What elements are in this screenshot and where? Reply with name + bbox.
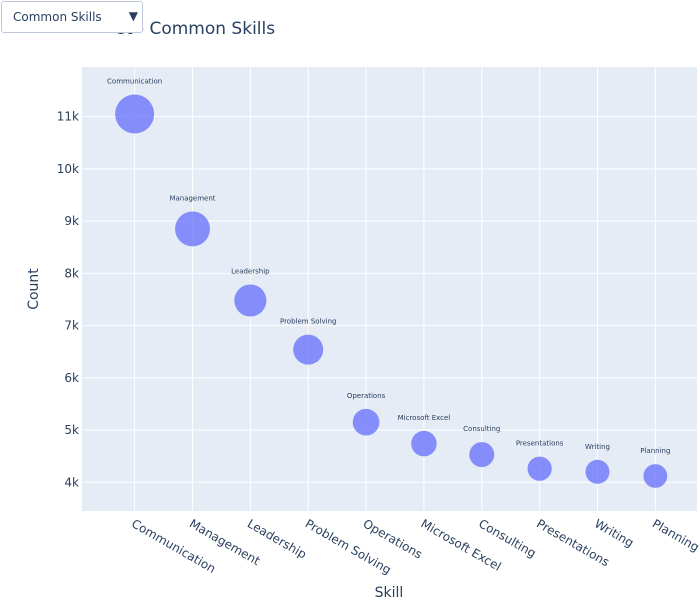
y-tick-label: 4k — [64, 475, 79, 489]
data-marker — [352, 408, 380, 436]
data-marker — [585, 459, 610, 484]
dropdown-selected-label: Common Skills — [13, 10, 102, 24]
view-dropdown[interactable]: Common Skills ▼ — [1, 1, 143, 33]
x-tick-label: Planning — [650, 516, 700, 554]
data-label: Consulting — [463, 425, 500, 433]
data-marker — [527, 456, 552, 481]
data-marker — [469, 442, 495, 468]
y-axis-title: Count — [26, 268, 42, 310]
data-marker — [293, 334, 324, 365]
y-tick-label: 7k — [64, 319, 79, 333]
data-label: Problem Solving — [280, 318, 336, 326]
data-label: Operations — [347, 392, 386, 400]
data-label: Planning — [640, 447, 670, 455]
data-label: Presentations — [516, 440, 564, 448]
data-label: Communication — [107, 78, 162, 86]
chart-title: st - Common Skills — [117, 19, 275, 39]
data-markers — [115, 94, 668, 488]
y-tick-label: 9k — [64, 214, 79, 228]
y-tick-label: 6k — [64, 371, 79, 385]
y-tick-label: 8k — [64, 266, 79, 280]
data-label: Management — [169, 194, 215, 202]
triangle-down-icon: ▼ — [128, 9, 138, 23]
data-marker — [234, 284, 267, 317]
data-label: Leadership — [231, 267, 270, 275]
y-tick-label: 11k — [57, 110, 79, 124]
y-axis-ticks: 4k 5k 6k 7k 8k 9k 10k 11k — [57, 110, 79, 490]
x-axis-title: Skill — [375, 585, 404, 600]
x-tick-label: Writing — [592, 516, 636, 550]
data-label: Writing — [585, 443, 610, 451]
x-axis-ticks: CommunicationManagementLeadershipProblem… — [129, 516, 700, 577]
y-tick-label: 5k — [64, 423, 79, 437]
data-marker — [115, 94, 155, 134]
y-tick-label: 10k — [57, 162, 79, 176]
data-marker — [175, 211, 210, 247]
data-label: Microsoft Excel — [398, 414, 451, 422]
data-marker — [643, 464, 668, 488]
data-labels: Communication Management Leadership Problem… — [107, 78, 670, 456]
plot-area — [82, 67, 697, 511]
data-marker — [411, 430, 437, 457]
